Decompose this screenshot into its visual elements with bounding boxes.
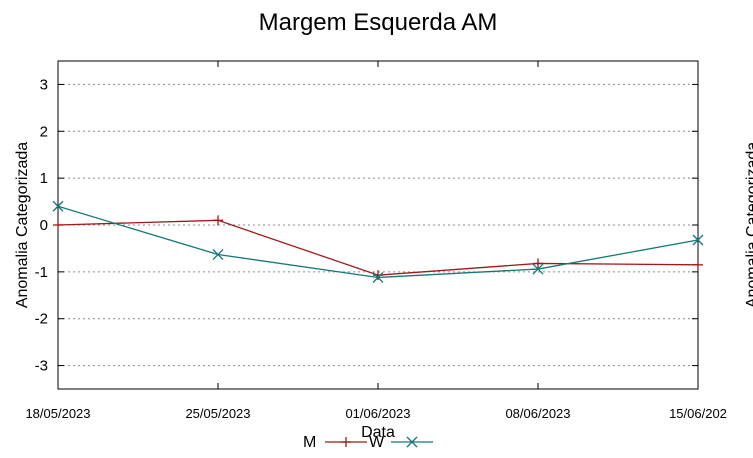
y-tick-label: 3 (40, 76, 48, 93)
series-w-point (52, 200, 64, 212)
series-w-point (692, 234, 704, 246)
y-axis-label: Anomalia Categorizada (14, 142, 31, 308)
x-axis-label: Data (361, 424, 395, 441)
series-m-point (693, 259, 703, 270)
series-w-point (212, 249, 224, 260)
y-axis-label-right: Anomalia Categorizada (744, 142, 753, 308)
series-w-marker-b (692, 234, 704, 246)
series-m-point (533, 258, 543, 269)
series-m (53, 215, 703, 281)
legend-label-m: M (303, 434, 316, 451)
x-tick-label: 01/06/2023 (345, 406, 410, 421)
x-tick-label: 25/05/2023 (185, 406, 250, 421)
series-m-point (213, 215, 223, 226)
y-tick-label: 2 (40, 123, 48, 140)
y-tick-label: -2 (35, 311, 48, 328)
chart-title: Margem Esquerda AM (259, 9, 498, 36)
series-m-line (57, 219, 699, 276)
x-tick-label: 08/06/2023 (505, 406, 570, 421)
series-w-marker-b (52, 200, 64, 212)
y-tick-label: -3 (35, 358, 48, 375)
series-w-point (532, 263, 544, 275)
series-w-marker-b (372, 272, 384, 283)
legend-label-w: W (369, 434, 385, 451)
series-w-marker-b (212, 249, 224, 260)
y-tick-label: 1 (40, 170, 48, 187)
y-tick-label: 0 (40, 217, 48, 234)
x-tick-label: 18/05/2023 (25, 406, 90, 421)
legend-marker-w-b (406, 436, 418, 448)
grid-lines (58, 83, 698, 367)
series-group (52, 200, 704, 283)
series-w-line (57, 205, 699, 279)
y-axis-ticks: 3 2 1 0 -1 -2 -3 (35, 76, 698, 375)
series-w (52, 200, 704, 283)
series-w-marker-b (532, 263, 544, 275)
series-w-point (372, 272, 384, 283)
series-m-point (373, 270, 383, 281)
legend-item-w: W (369, 434, 433, 451)
y-tick-label: -1 (35, 264, 48, 281)
x-axis-ticks: 18/05/2023 25/05/2023 01/06/2023 08/06/2023… (25, 61, 727, 421)
series-m-point (53, 220, 63, 230)
x-tick-label: 15/06/202 (669, 406, 727, 421)
legend-item-m: M (303, 434, 367, 451)
